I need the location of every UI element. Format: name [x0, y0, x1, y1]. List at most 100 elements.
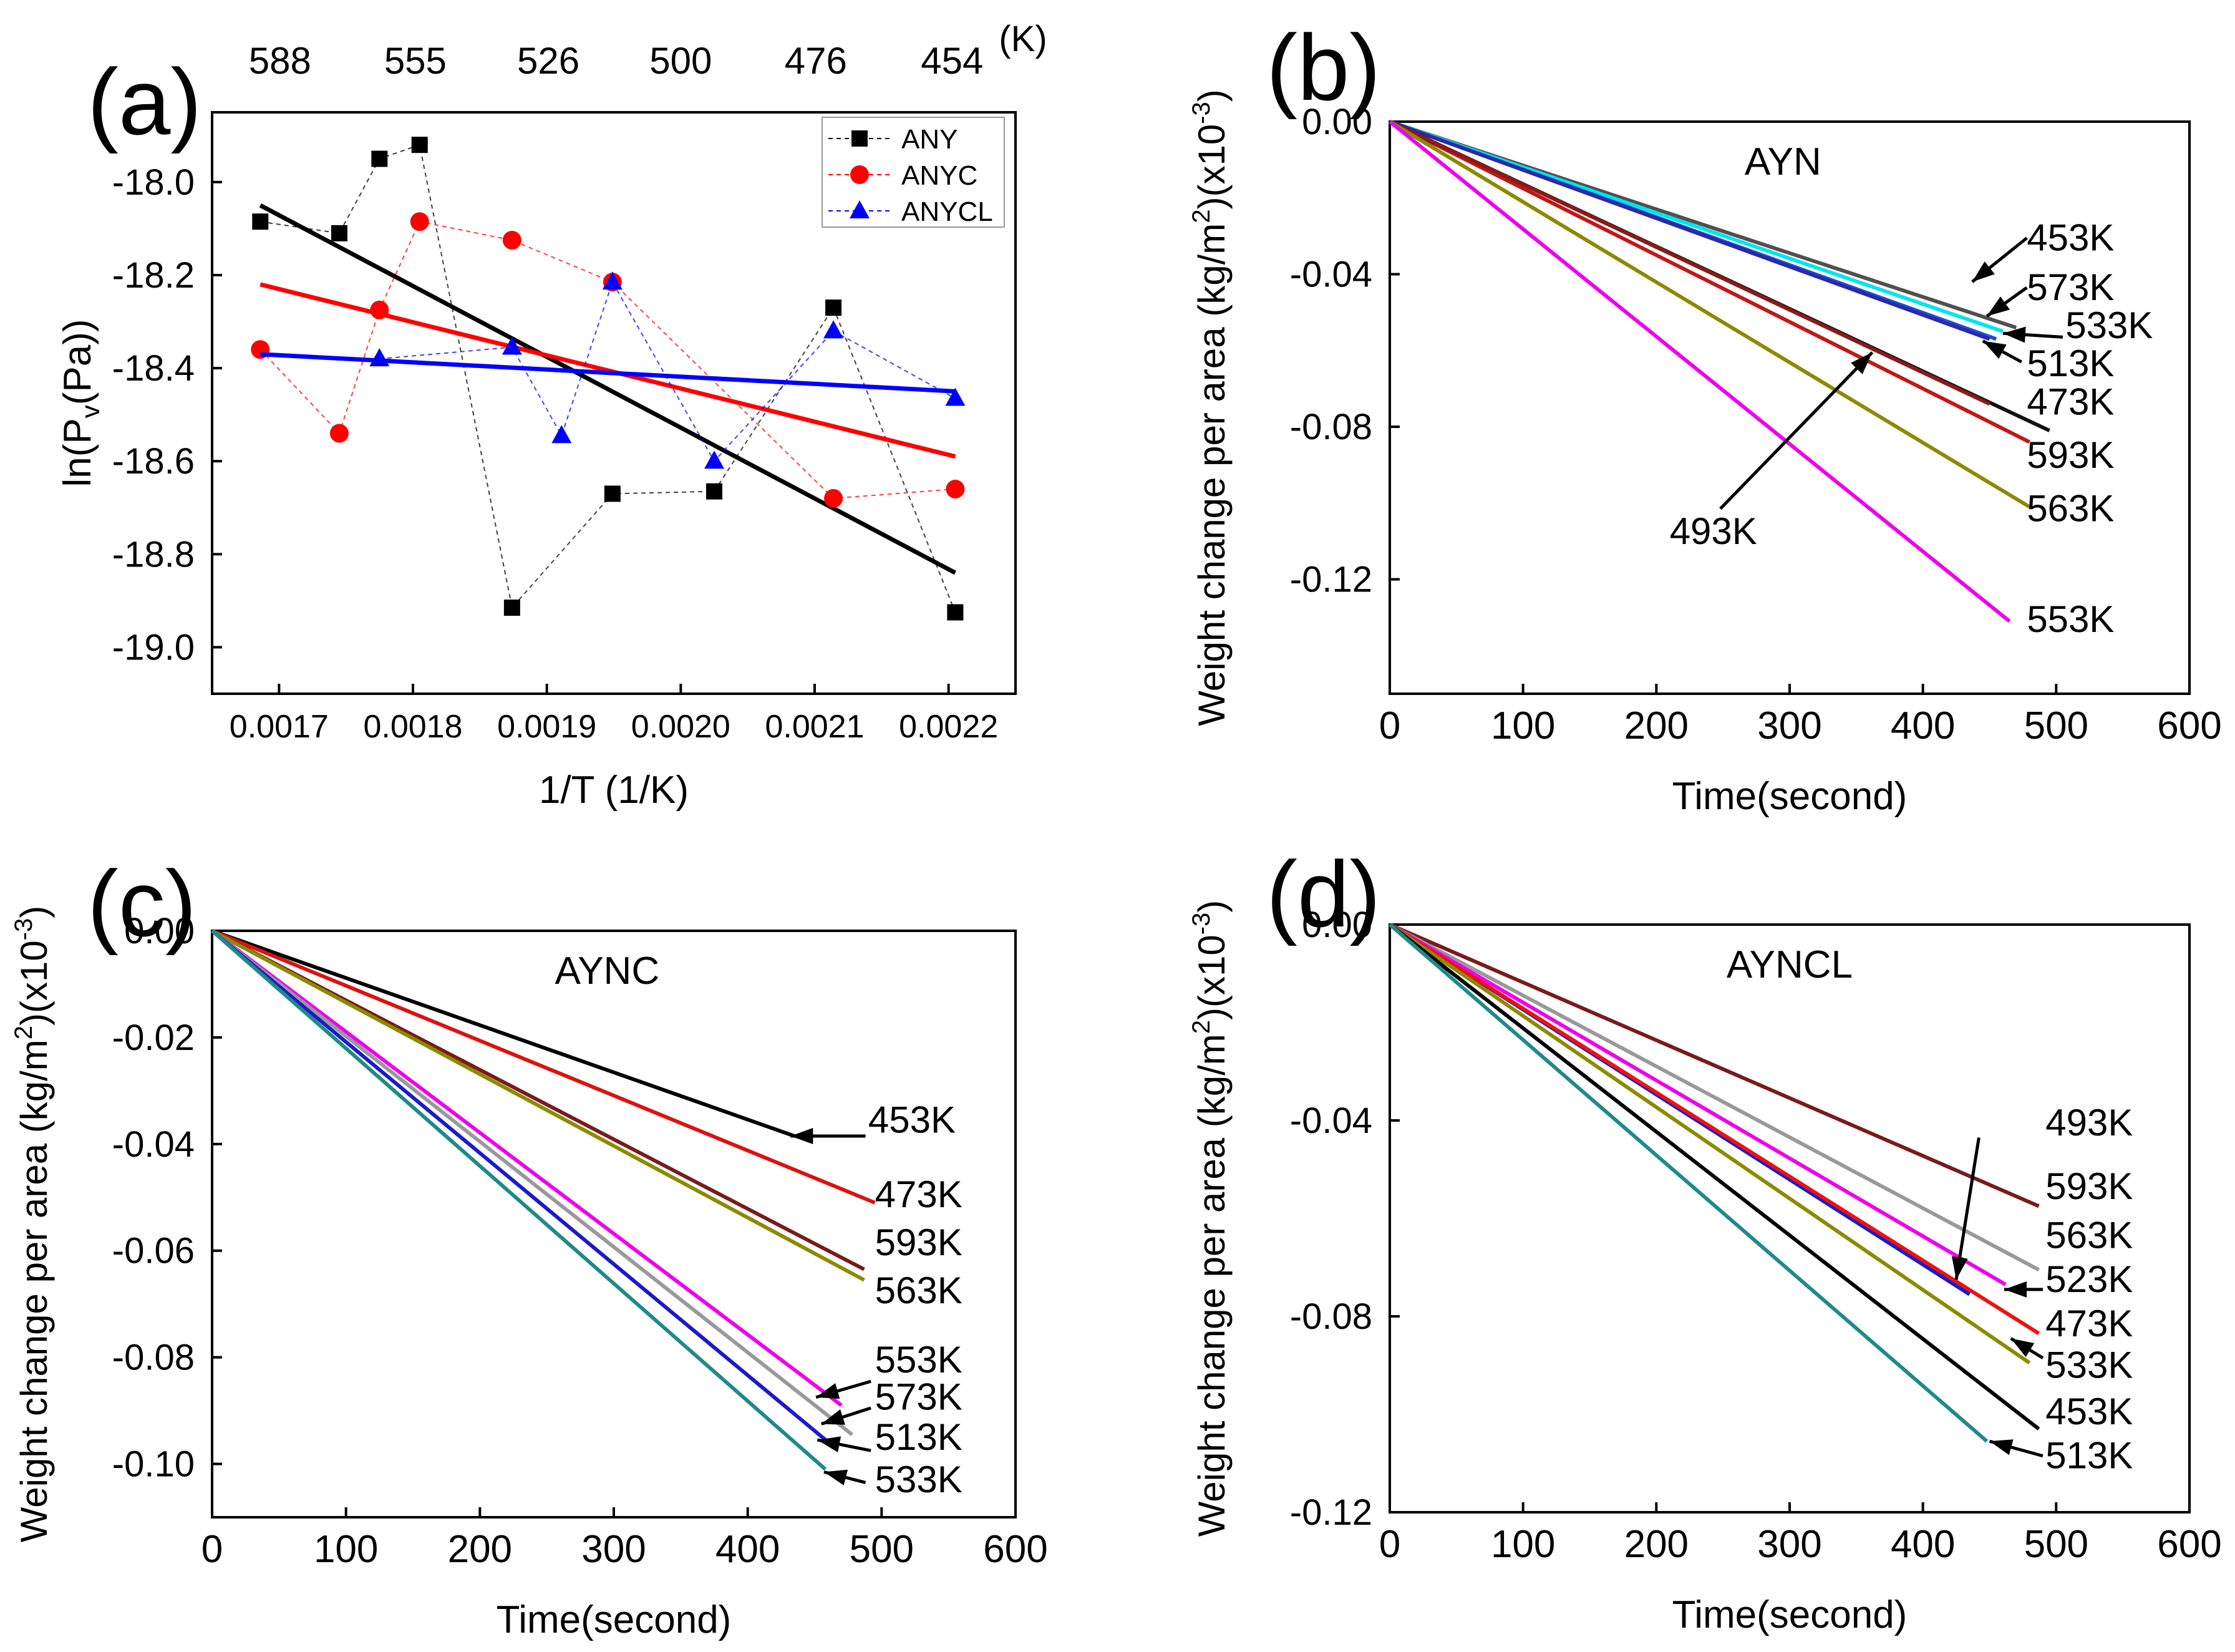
- temperature-label: 453K: [868, 1099, 956, 1140]
- x-tick-label: 600: [2157, 704, 2221, 747]
- data-point: [369, 348, 390, 367]
- temperature-label: 593K: [2027, 434, 2114, 476]
- y-tick-label: 0.00: [1302, 102, 1372, 142]
- panel-d-ayncl-weight-change: (d) 0 100 200 300 400 500 600 0.00 -0.04 -0.08 -0.1…: [1188, 842, 2222, 1636]
- x-tick-label: 0.0018: [363, 709, 462, 745]
- x-tick-label: 500: [2024, 704, 2088, 747]
- x-tick-label: 0.0017: [230, 709, 329, 745]
- y-tick-label: 0.00: [124, 911, 195, 951]
- temperature-label: 533K: [2045, 1344, 2133, 1386]
- series-line: [1389, 923, 2040, 1336]
- annotation-arrow-head: [817, 1436, 841, 1452]
- y-axis-label-sup: 2: [1188, 210, 1215, 223]
- series-line: [1389, 120, 1990, 341]
- panel-c-aync-weight-change: (c) 0 100 200 300 400 500 600 0.00 -0.02 -0.04 -0.0…: [10, 851, 1048, 1641]
- y-axis-label-main: ln(P: [56, 418, 99, 487]
- y-axis-label: Weight change per area (kg/m2)(x10-3): [10, 906, 55, 1543]
- annotation-arrow-head: [790, 1128, 813, 1144]
- x-axis-label: Time(second): [1672, 1593, 1908, 1636]
- y-tick-label: -18.4: [112, 348, 195, 389]
- x-tick-label: 0: [201, 1528, 223, 1571]
- series-line: [1389, 120, 2011, 623]
- temperature-label: 513K: [2045, 1435, 2133, 1477]
- x-tick-label: 300: [1757, 704, 1821, 747]
- legend-label: ANYC: [901, 160, 977, 191]
- annotation-arrow-head: [2010, 1338, 2035, 1358]
- annotation-arrow-head: [824, 1469, 848, 1485]
- legend-marker: [850, 165, 869, 184]
- annotation-arrow-head: [821, 1409, 845, 1425]
- series-line: [211, 929, 853, 1436]
- y-tick-label: -0.04: [1290, 255, 1372, 295]
- y-axis-label-mid: )(x10: [1191, 124, 1233, 210]
- temperature-label: 533K: [875, 1459, 962, 1500]
- panel-label: (a): [87, 49, 201, 154]
- data-point: [331, 225, 347, 241]
- y-tick-label: -18.6: [112, 441, 195, 482]
- x-axis-label: 1/T (1/K): [539, 769, 689, 812]
- y-axis-label: Weight change per area (kg/m2)(x10-3): [1188, 89, 1233, 726]
- panel-a-vapor-pressure-plot: (a) 0.0017 0.0018 0.0019 0.0020 0.0021 0.0022 -…: [56, 19, 1047, 812]
- y-axis-label-sup: 2: [1188, 1020, 1215, 1034]
- x-tick-label: 0.0021: [765, 709, 864, 745]
- x-tick-label: 0.0022: [899, 709, 998, 745]
- y-axis-label-tail: ): [1191, 900, 1233, 913]
- x-tick-label: 0.0019: [497, 709, 596, 745]
- legend-label: ANYCL: [901, 197, 993, 227]
- x-tick-label: 600: [2157, 1523, 2221, 1566]
- y-tick-label: -19.0: [112, 627, 195, 668]
- data-point: [503, 600, 520, 616]
- panel-label: (b): [1266, 15, 1380, 120]
- series-line: [211, 929, 876, 1205]
- y-axis-label-sup: -3: [10, 918, 37, 941]
- y-tick-label: -18.0: [112, 162, 195, 203]
- top-tick-label: 476: [785, 40, 847, 82]
- data-point: [704, 450, 724, 469]
- annotation-arrow-head: [1987, 296, 2010, 316]
- x-tick-label: 400: [1891, 704, 1955, 747]
- x-tick-label: 0: [1379, 1523, 1400, 1566]
- y-tick-label: -0.04: [112, 1124, 195, 1165]
- panel-b-ayn-weight-change: (b) 0 100 200 300 400 500 600 0.00 -0.04 -0.08 -0.1…: [1188, 15, 2222, 818]
- series-line: [1389, 120, 2030, 444]
- temperature-label: 563K: [2027, 488, 2114, 530]
- temperature-label: 453K: [2045, 1391, 2133, 1432]
- annotation-arrow-head: [816, 1383, 840, 1399]
- y-axis-label-tail: ): [13, 906, 55, 918]
- data-point: [371, 150, 388, 167]
- x-axis-label: Time(second): [497, 1598, 732, 1641]
- x-tick-label: 0.0020: [631, 709, 730, 745]
- y-axis-label-sup: -3: [1188, 913, 1215, 935]
- x-tick-label: 500: [2024, 1523, 2088, 1566]
- temperature-label: 553K: [2027, 598, 2114, 640]
- panel-label: (c): [87, 851, 196, 956]
- x-tick-label: 300: [1757, 1523, 1821, 1566]
- temperature-label: 473K: [2027, 381, 2114, 422]
- annotation-arrow-head: [1972, 261, 1995, 282]
- legend-label: ANY: [901, 124, 958, 155]
- temperature-label: 533K: [2065, 304, 2153, 346]
- x-tick-label: 300: [581, 1528, 646, 1571]
- temperature-label: 573K: [875, 1376, 962, 1418]
- y-axis-label-main: Weight change per area (kg/m: [1191, 1034, 1233, 1537]
- series-line: [1389, 923, 1989, 1443]
- temperature-label: 573K: [2027, 266, 2114, 308]
- x-tick-label: 500: [850, 1528, 914, 1571]
- top-tick-label: 555: [384, 40, 447, 82]
- series-line: [1389, 120, 1990, 406]
- data-point: [825, 299, 842, 316]
- y-axis-label: Weight change per area (kg/m2)(x10-3): [1188, 900, 1233, 1537]
- series-connector-line: [260, 143, 956, 613]
- linear-fit-line: [259, 203, 957, 575]
- temperature-label: 493K: [2045, 1102, 2133, 1144]
- data-point: [410, 212, 429, 231]
- x-tick-label: 0: [1379, 704, 1400, 747]
- temperature-label: 593K: [875, 1222, 962, 1263]
- data-point: [502, 336, 522, 355]
- panel-title: AYN: [1745, 140, 1821, 183]
- series-line: [1389, 120, 2031, 509]
- y-tick-label: -0.02: [112, 1018, 195, 1058]
- legend-marker: [850, 200, 870, 218]
- temperature-label: 473K: [875, 1173, 962, 1215]
